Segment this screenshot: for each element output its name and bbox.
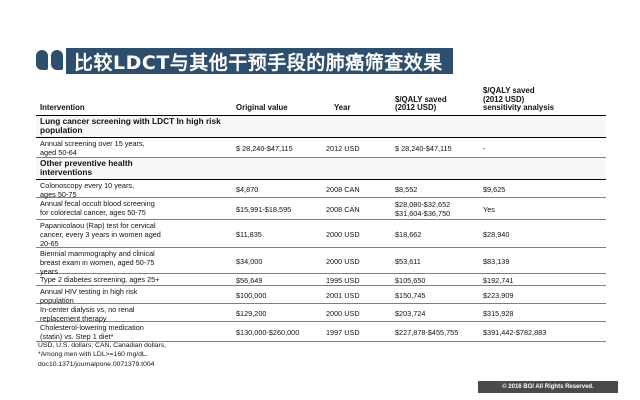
table-row: In-center dialysis vs, no renal replacem… [36, 304, 606, 323]
cell-sensitivity: $391,442-$782,883 [483, 327, 547, 337]
cell-qaly-saved: $8,552 [395, 184, 418, 194]
cell-intervention: Biennial mammography and clinical breast… [40, 249, 155, 276]
cell-intervention: Annual fecal occult blood screening for … [40, 199, 155, 217]
table-row: Annual screening over 15 years, aged 50-… [36, 138, 606, 158]
title-banner: 比较LDCT与其他干预手段的肺癌筛查效果 [36, 48, 453, 74]
cell-year: 2008 CAN [326, 204, 360, 214]
table-row: Papanicolaou (Rap) test for cervical can… [36, 220, 606, 248]
section-label: Lung cancer screening with LDCT In high … [40, 116, 221, 135]
cell-original-value: $ 28,240-$47,115 [236, 143, 293, 153]
cell-qaly-saved: $ 28,240-$47,115 [395, 143, 452, 153]
cell-qaly-saved: $150,745 [395, 290, 426, 300]
cell-sensitivity: $28,940 [483, 229, 510, 239]
cell-sensitivity: $223,909 [483, 290, 514, 300]
cell-year: 1995 USD [326, 275, 360, 285]
cell-year: 2012 USD [326, 143, 360, 153]
footnote: USD, U.S. dollars; CAN, Canadian dollars… [38, 342, 167, 368]
page-title: 比较LDCT与其他干预手段的肺癌筛查效果 [66, 48, 453, 74]
cell-intervention: Annual HIV testing in high risk populati… [40, 287, 138, 305]
table-row: Biennial mammography and clinical breast… [36, 248, 606, 276]
table-row: Type 2 diabetes screening, ages 25+ $56,6… [36, 274, 606, 286]
cell-original-value: $100,000 [236, 290, 267, 300]
header-qaly-saved: $/QALY saved (2012 USD) [395, 94, 447, 113]
cell-qaly-saved: $28,080-$32,652 $31,604-$36,750 [395, 200, 451, 218]
cell-intervention: Type 2 diabetes screening, ages 25+ [40, 275, 160, 284]
section-label: Other preventive health interventions [40, 158, 133, 177]
cell-original-value: $4,870 [236, 184, 259, 194]
cell-sensitivity: $9,625 [483, 184, 506, 194]
cell-intervention: Annual screening over 15 years, aged 50-… [40, 139, 145, 157]
cell-sensitivity: - [483, 143, 486, 153]
cell-original-value: $15,991-$18,595 [236, 204, 292, 214]
cell-original-value: $34,000 [236, 256, 263, 266]
cost-effectiveness-table: Intervention Original value Year $/QALY … [36, 86, 606, 342]
cell-qaly-saved: $227,878-$455,755 [395, 327, 459, 337]
cell-original-value: $56,649 [236, 275, 263, 285]
cell-original-value: $11,835 [236, 229, 262, 239]
header-intervention: Intervention [40, 103, 85, 113]
cell-sensitivity: $83,139 [483, 256, 510, 266]
cell-qaly-saved: $18,662 [395, 229, 422, 239]
cell-original-value: $129,200 [236, 308, 267, 318]
table-row: Annual HIV testing in high risk populati… [36, 286, 606, 305]
copyright-badge: © 2016 BGI All Rights Reserved. [478, 381, 618, 393]
header-year: Year [334, 103, 351, 113]
cell-sensitivity: Yes [483, 204, 495, 214]
cell-year: 2000 USD [326, 229, 360, 239]
table-row: Colonoscopy every 10 years, ages 50-75 $4… [36, 180, 606, 199]
cell-qaly-saved: $203,724 [395, 308, 426, 318]
section-row: Lung cancer screening with LDCT In high … [36, 116, 606, 138]
cell-qaly-saved: $53,611 [395, 256, 421, 266]
cell-year: 2008 CAN [326, 184, 360, 194]
header-sensitivity: $/QALY saved (2012 USD) sensitivity anal… [483, 86, 555, 113]
table-body: Lung cancer screening with LDCT In high … [36, 116, 606, 342]
cell-qaly-saved: $105,650 [395, 275, 426, 285]
cell-year: 1997 USD [326, 327, 360, 337]
section-row: Other preventive health interventions [36, 158, 606, 180]
cell-year: 2000 USD [326, 256, 360, 266]
table-row: Cholesterol-lowering medication (statin)… [36, 322, 606, 342]
cell-sensitivity: $315,928 [483, 308, 514, 318]
cell-intervention: Colonoscopy every 10 years, ages 50-75 [40, 181, 135, 199]
quote-mark-icon [36, 48, 66, 74]
cell-original-value: $130,000-$260,000 [236, 327, 300, 337]
header-original-value: Original value [236, 103, 288, 113]
table-row: Annual fecal occult blood screening for … [36, 198, 606, 220]
table-header: Intervention Original value Year $/QALY … [36, 86, 606, 116]
cell-intervention: In-center dialysis vs, no renal replacem… [40, 305, 135, 323]
cell-sensitivity: $192,741 [483, 275, 514, 285]
cell-intervention: Papanicolaou (Rap) test for cervical can… [40, 221, 161, 248]
cell-year: 2000 USD [326, 308, 360, 318]
cell-year: 2001 USD [326, 290, 360, 300]
cell-intervention: Cholesterol-lowering medication (statin)… [40, 323, 144, 341]
